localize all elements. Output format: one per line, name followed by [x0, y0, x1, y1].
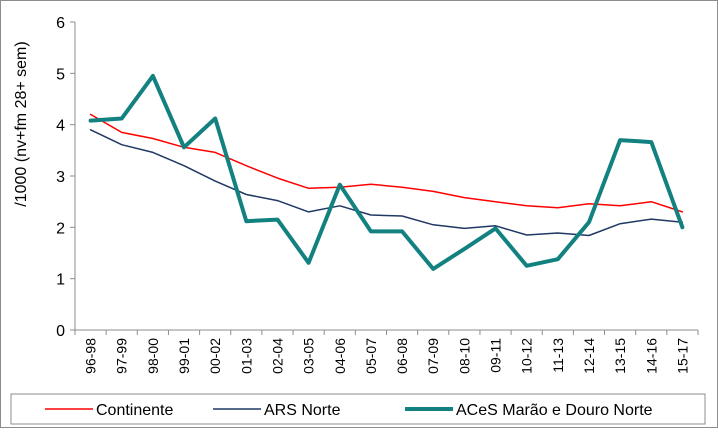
- x-tick-label: 97-99: [114, 338, 130, 374]
- x-tick-label: 03-05: [301, 338, 317, 374]
- y-tick-label: 0: [56, 323, 65, 340]
- x-tick-label: 09-11: [488, 338, 504, 373]
- x-tick-label: 06-08: [394, 338, 410, 374]
- y-tick-label: 1: [56, 272, 65, 289]
- y-tick-labels: 0 1 2 3 4 5 6: [56, 15, 65, 340]
- x-tick-label: 99-01: [176, 338, 192, 374]
- y-tick-label: 6: [56, 15, 65, 32]
- y-tick-label: 2: [56, 220, 65, 237]
- x-tick-label: 04-06: [332, 338, 348, 374]
- x-tick-label: 02-04: [269, 338, 285, 374]
- legend-label: Continente: [96, 402, 173, 419]
- y-axis-title-group: /1000 (nv+fm 28+ sem): [13, 41, 30, 206]
- y-tick-label: 4: [56, 118, 65, 135]
- y-axis-title: /1000 (nv+fm 28+ sem): [13, 41, 30, 206]
- x-tick-label: 14-16: [643, 338, 659, 374]
- series-lines: [91, 76, 683, 269]
- x-tick-label: 13-15: [612, 338, 628, 374]
- x-tick-label: 01-03: [238, 338, 254, 374]
- x-tick-label: 05-07: [363, 338, 379, 374]
- y-tick-label: 3: [56, 169, 65, 186]
- x-tick-label: 08-10: [456, 338, 472, 374]
- x-tick-labels: 96-98 97-99 98-00 99-01 00-02 01-03 02-04 03-05…: [83, 338, 691, 374]
- legend-label: ARS Norte: [264, 402, 341, 419]
- legend-label: ACeS Marão e Douro Norte: [456, 402, 653, 419]
- y-tick-label: 5: [56, 66, 65, 83]
- x-tick-label: 10-12: [519, 338, 535, 374]
- x-tick-label: 96-98: [83, 338, 99, 374]
- x-tick-label: 98-00: [145, 338, 161, 374]
- x-tick-label: 12-14: [581, 338, 597, 374]
- x-tick-label: 07-09: [425, 338, 441, 374]
- x-tick-label: 00-02: [207, 338, 223, 374]
- legend: Continente ARS Norte ACeS Marão e Douro No…: [11, 394, 705, 424]
- x-tick-label: 11-13: [550, 338, 566, 373]
- series-line-aces-mar-o-e-douro-norte: [91, 76, 683, 269]
- x-tick-label: 15-17: [674, 338, 690, 374]
